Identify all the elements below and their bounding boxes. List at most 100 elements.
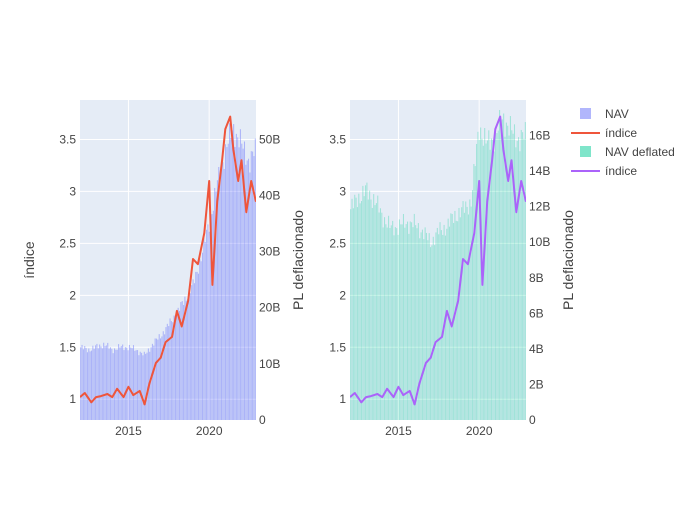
bar-nav-deflated: [432, 236, 434, 420]
bar-nav-deflated: [378, 212, 380, 420]
bar-nav-deflated: [461, 207, 463, 420]
bar-nav-deflated: [420, 232, 422, 420]
bar-nav-deflated: [471, 190, 474, 420]
bar-nav: [238, 147, 240, 420]
bar-nav-deflated: [511, 130, 513, 420]
bar-nav-deflated: [440, 230, 442, 420]
bar-nav-deflated: [389, 227, 391, 420]
bar-nav: [230, 137, 232, 420]
bar-nav: [108, 348, 110, 420]
bar-nav-deflated: [435, 232, 437, 420]
bar-nav: [243, 141, 246, 420]
bar-nav: [162, 331, 164, 420]
bar-nav: [112, 353, 114, 420]
bar-nav: [219, 179, 221, 420]
bar-nav: [177, 307, 179, 420]
bar-nav: [246, 160, 248, 420]
legend-item: NAV deflated: [580, 145, 675, 159]
bar-nav-deflated: [476, 143, 478, 420]
bar-nav-deflated: [394, 227, 396, 420]
bar-nav-deflated: [392, 220, 394, 420]
bar-nav-deflated: [438, 234, 440, 420]
bar-nav-deflated: [381, 212, 383, 420]
bar-nav: [157, 339, 159, 420]
bar-nav: [239, 129, 241, 420]
y-left-tick-label: 3.5: [59, 132, 76, 146]
bar-nav-deflated: [363, 196, 365, 420]
bar-nav-deflated: [400, 224, 402, 420]
bar-nav-deflated: [512, 133, 514, 420]
bar-nav: [242, 148, 244, 420]
bar-nav: [128, 344, 130, 420]
bar-nav: [151, 343, 153, 420]
bar-nav: [173, 315, 175, 420]
bar-nav-deflated: [398, 219, 400, 420]
bar-nav-deflated: [436, 227, 438, 420]
bar-nav: [166, 323, 168, 420]
bar-nav: [146, 352, 148, 420]
bar-nav-deflated: [352, 208, 354, 420]
plot-background: [350, 100, 526, 420]
bar-nav-deflated: [503, 113, 505, 420]
bar-nav-deflated: [350, 209, 352, 420]
bar-nav: [135, 350, 137, 420]
bar-nav: [188, 289, 190, 420]
bar-nav-deflated: [393, 235, 395, 420]
bar-nav: [229, 123, 231, 420]
bar-nav: [234, 146, 236, 420]
bar-nav-deflated: [523, 138, 525, 420]
bar-nav: [109, 347, 111, 420]
legend-label: índice: [605, 126, 637, 140]
bar-nav: [82, 349, 84, 420]
bar-nav: [103, 342, 105, 420]
bar-nav-deflated: [411, 222, 413, 420]
bar-nav: [215, 191, 217, 420]
bar-nav: [216, 180, 218, 420]
bar-nav: [199, 259, 201, 420]
y-left-axis-title: índice: [21, 241, 37, 279]
bar-nav-deflated: [371, 207, 373, 420]
bar-nav: [84, 345, 86, 420]
bar-nav: [201, 252, 204, 420]
bar-nav: [95, 345, 97, 420]
bar-nav-deflated: [493, 151, 495, 420]
bar-nav-deflated: [459, 217, 461, 420]
bar-nav: [220, 165, 223, 420]
y-right-tick-label: 14B: [529, 164, 550, 178]
legend-swatch-bar: [580, 108, 591, 119]
bar-nav-deflated: [505, 122, 507, 420]
bar-nav-deflated: [356, 207, 358, 420]
bar-nav: [254, 138, 256, 420]
bar-nav: [195, 271, 197, 420]
bar-nav-deflated: [492, 139, 494, 420]
bar-nav-deflated: [405, 224, 407, 420]
bar-nav: [119, 347, 121, 420]
bar-nav: [222, 162, 224, 420]
bar-nav-deflated: [404, 227, 406, 420]
bar-nav-deflated: [489, 149, 491, 420]
bar-nav-deflated: [504, 136, 506, 420]
bar-nav-deflated: [490, 138, 493, 420]
bar-nav-deflated: [480, 127, 482, 420]
bar-nav: [191, 285, 193, 420]
subplot-2: 2015 2020 1 1.5 2 2.5 3 3.5 0 2B 4B 6B 8B 10B 12B 14B 16…: [329, 100, 576, 438]
bar-nav: [89, 351, 91, 420]
bar-nav-deflated: [413, 213, 415, 420]
bar-nav-deflated: [508, 135, 510, 420]
bar-nav: [176, 314, 178, 420]
bar-nav: [105, 345, 107, 420]
x-tick-label: 2020: [196, 424, 223, 438]
legend-item: NAV: [580, 107, 629, 121]
bar-nav: [183, 304, 185, 420]
bar-nav-deflated: [427, 240, 429, 420]
bar-nav: [248, 158, 250, 420]
bar-nav: [122, 344, 124, 420]
bar-nav: [218, 166, 220, 420]
bar-nav-deflated: [408, 233, 410, 420]
bar-nav: [86, 352, 88, 420]
y-right-tick-label: 30B: [259, 245, 280, 259]
bar-nav-deflated: [444, 235, 446, 420]
bar-nav-deflated: [448, 226, 451, 420]
bar-nav-deflated: [509, 116, 511, 420]
y-left-tick-label: 2.5: [59, 236, 76, 250]
